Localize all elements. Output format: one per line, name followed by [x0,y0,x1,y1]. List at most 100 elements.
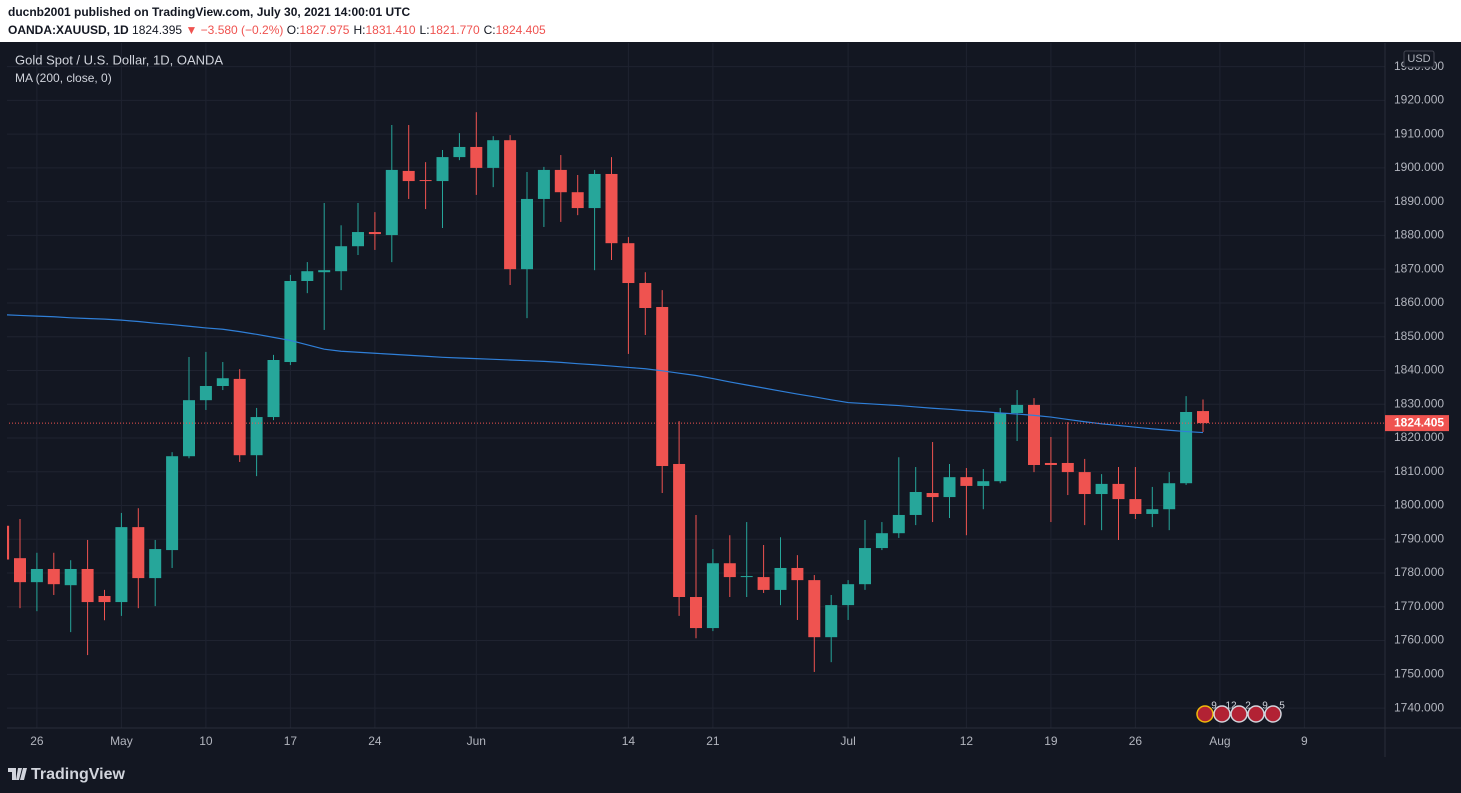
last: 1824.395 [132,23,183,37]
candle-body [656,306,669,467]
x-tick-label: Jun [467,734,486,748]
y-tick-label: 1900.000 [1394,160,1444,174]
ma-line [7,314,1204,434]
ma-legend: MA (200, close, 0) [15,71,112,85]
candle-body [115,527,128,603]
candle-body [1146,509,1159,514]
candle-body [1197,411,1209,424]
candle-body [199,385,212,401]
publisher-line: ducnb2001 published on TradingView.com, … [8,5,410,19]
candle-body [216,378,229,386]
candle-body [605,173,618,244]
x-tick-label: 10 [199,734,213,748]
x-tick-label: 17 [284,734,298,748]
candle-body [250,417,263,456]
publisher: ducnb2001 published on TradingView.com, … [8,5,411,19]
series-title: Gold Spot / U.S. Dollar, 1D, OANDA [15,52,223,67]
ohlc-key: C: [483,23,496,37]
y-tick-label: 1790.000 [1394,531,1444,545]
candle-body [267,359,280,418]
candle-body [1011,404,1024,414]
candle-body [673,463,686,598]
event-count: 9 [1262,701,1268,712]
candle-body [740,576,753,578]
candle-body [453,146,466,158]
candle-body [149,549,162,579]
candle-body [1061,462,1074,473]
ohlc: O:1827.975 H:1831.410 L:1821.770 C:1824.405 [287,23,550,37]
ohlc-value: 1827.975 [299,23,350,37]
candle-body [774,567,787,590]
event-icon [1247,705,1265,723]
candle-body [1095,483,1108,495]
y-tick-label: 1760.000 [1394,633,1444,647]
candle-body [81,568,94,603]
candle-body [859,548,871,585]
event-count: 2 [1245,701,1251,712]
candle-body [791,567,804,581]
y-tick-label: 1810.000 [1394,464,1444,478]
y-tick-label: 1910.000 [1394,126,1444,140]
candle-body [622,243,635,284]
y-tick-label: 1890.000 [1394,194,1444,208]
candle-body [301,271,314,281]
candle-body [808,580,821,638]
candle-body [335,246,348,272]
ohlc-value: 1821.770 [429,23,480,37]
candle-body [521,198,533,270]
x-tick-label: 24 [368,734,382,748]
currency-box [1403,50,1435,68]
candle-body [419,180,432,182]
y-tick-label: 1920.000 [1394,93,1444,107]
candle-body [1180,411,1193,484]
candle-body [352,232,364,247]
ohlc-key: O: [286,23,300,37]
candle-body [1112,483,1125,500]
candle-body [98,595,111,603]
y-tick-label: 1870.000 [1394,261,1444,275]
down-arrow: ▼ [185,23,198,37]
candle-body [639,283,652,309]
candle-body [47,568,60,585]
candle-body [994,413,1007,482]
y-tick-label: 1770.000 [1394,599,1444,613]
x-tick-label: Aug [1209,734,1230,748]
candle-body [504,140,517,270]
candle-body [757,577,770,590]
candle-body [690,597,702,629]
plot [7,43,1385,728]
candle-body [554,169,567,193]
candle-body [825,605,838,638]
candle-body [402,170,415,182]
y-tick-label: 1780.000 [1394,565,1444,579]
header: ducnb2001 published on TradingView.com, … [0,0,1461,42]
candle-body [723,563,736,578]
candle-body [926,493,939,498]
candle-body [284,280,297,363]
candle-body [706,563,719,629]
candle-body [436,157,449,182]
ohlc-key: H: [353,23,366,37]
candle-body [233,378,246,456]
candle-body [875,533,888,549]
x-tick-label: 9 [1301,734,1308,748]
candle-body [1129,499,1142,514]
y-tick-label: 1820.000 [1394,430,1444,444]
x-tick-label: 19 [1044,734,1058,748]
event-count: 5 [1279,701,1285,712]
last-price-label: 1824.405 [1394,415,1444,429]
y-tick-label: 1830.000 [1394,396,1444,410]
x-tick-label: 26 [30,734,44,748]
candle-body [943,477,956,498]
x-tick-label: Jul [840,734,855,748]
chart-bg [0,42,1461,793]
candle-body [183,400,195,457]
candle-body [977,481,990,486]
candle-body [318,270,331,273]
candle-body [1044,462,1057,465]
logo [8,768,27,780]
candle-body [166,456,179,551]
candle-body [1078,472,1091,495]
